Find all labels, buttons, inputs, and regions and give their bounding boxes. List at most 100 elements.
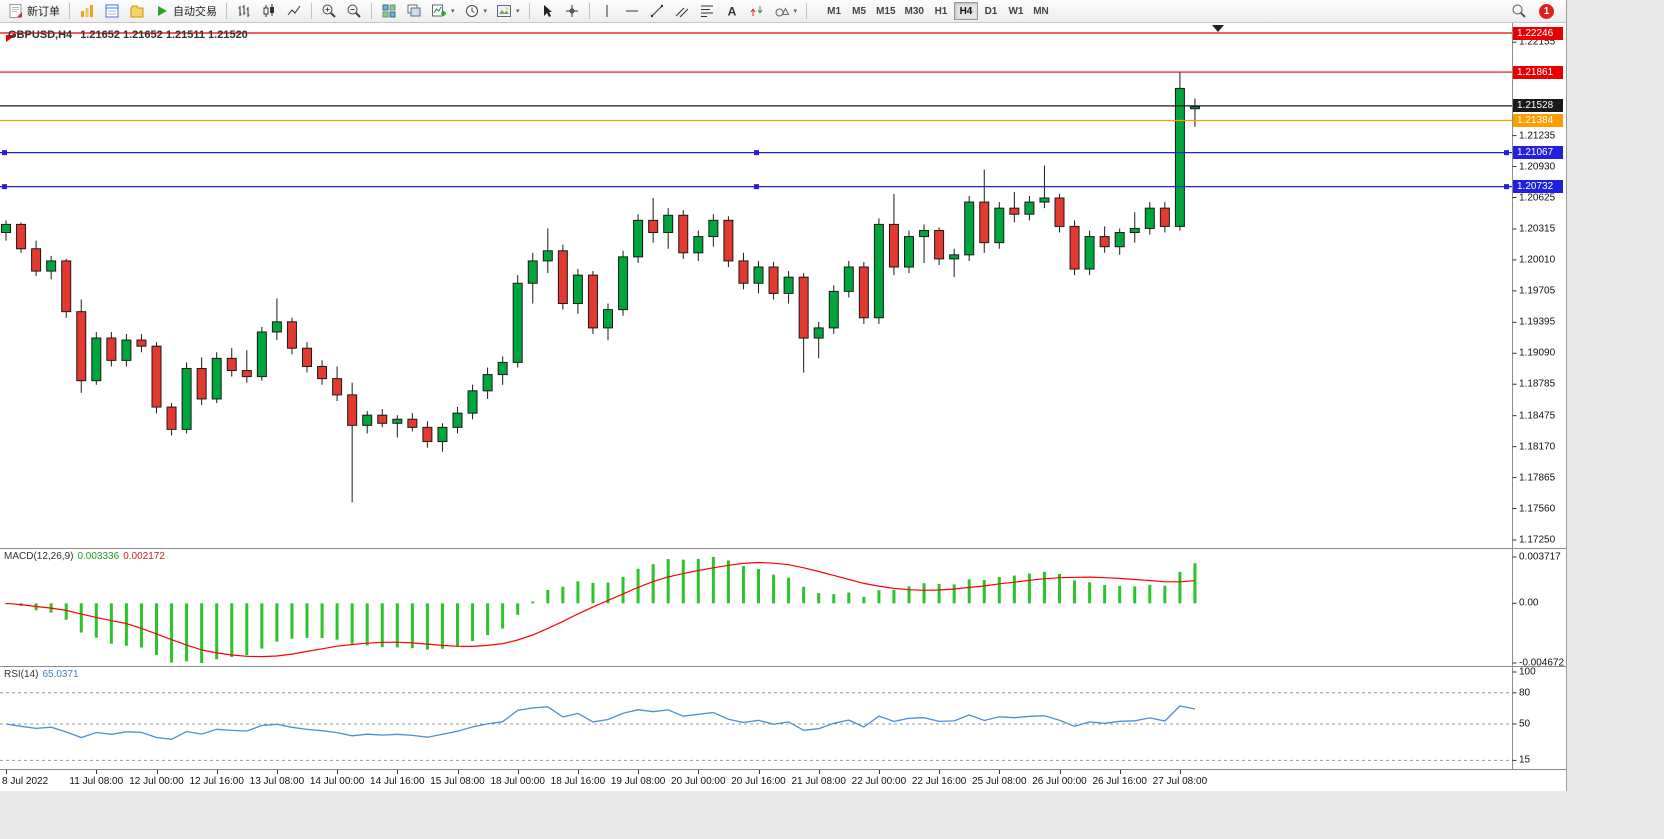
macd-label: MACD(12,26,9) 0.003336 0.002172 (4, 551, 169, 562)
chart-shift-marker-icon[interactable] (1212, 25, 1224, 32)
search-button[interactable] (1507, 1, 1531, 21)
time-axis-tick (457, 770, 459, 774)
data-window-icon (105, 4, 119, 18)
candlestick-mode-button[interactable] (257, 1, 281, 21)
trendline-tool-button[interactable] (645, 1, 669, 21)
horizontal-line-tool-button[interactable] (620, 1, 644, 21)
fibonacci-icon (700, 5, 713, 17)
rsi-line (5, 705, 1196, 740)
data-window-button[interactable] (100, 1, 124, 21)
search-icon (1512, 4, 1526, 18)
chart-title: GBPUSD,H4 1.21652 1.21652 1.21511 1.21520 (8, 29, 248, 41)
time-axis-tick (1119, 770, 1121, 774)
channel-icon (675, 7, 688, 18)
line-handle[interactable] (2, 150, 7, 156)
dropdown-caret-icon: ▾ (516, 8, 520, 15)
timeframe-button-m30[interactable]: M30 (901, 2, 928, 20)
time-axis-label: 12 Jul 16:00 (189, 776, 244, 787)
price-badge-1.21528: 1.21528 (1513, 99, 1563, 113)
line-handle[interactable] (754, 150, 759, 156)
new-order-button[interactable]: 新订单 (4, 1, 64, 21)
dropdown-caret-icon: ▾ (793, 8, 798, 15)
shapes-icon (775, 7, 789, 17)
autotrading-button[interactable]: 自动交易 (150, 1, 221, 21)
macd-axis-max: 0.003717 (1519, 551, 1561, 563)
zoom-in-button[interactable] (317, 1, 341, 21)
timeframe-button-m15[interactable]: M15 (872, 2, 899, 20)
price-axis-label: 1.20010 (1519, 254, 1556, 266)
market-watch-button[interactable] (75, 1, 99, 21)
macd-main-value: 0.003336 (77, 551, 120, 562)
bar-chart-mode-button[interactable] (232, 1, 256, 21)
price-axis-label: 1.20930 (1519, 161, 1556, 173)
navigator-button[interactable] (125, 1, 149, 21)
time-axis-label: 14 Jul 16:00 (370, 776, 425, 787)
new-chart-button[interactable]: ▾ (427, 1, 459, 21)
cascade-windows-icon (407, 4, 421, 17)
templates-button[interactable]: ▾ (492, 1, 524, 21)
time-axis-tick (939, 770, 941, 774)
time-axis-tick (1179, 770, 1181, 774)
channel-tool-button[interactable] (670, 1, 694, 21)
arrows-icon (750, 6, 762, 16)
tile-windows-button[interactable] (377, 1, 401, 21)
time-axis-label: 26 Jul 16:00 (1092, 776, 1147, 787)
timeframe-button-w1[interactable]: W1 (1004, 2, 1028, 20)
price-axis-label: 1.17865 (1519, 472, 1556, 484)
navigator-icon (130, 5, 144, 18)
line-handle[interactable] (754, 184, 759, 190)
toolbar-separator (69, 3, 70, 19)
time-axis[interactable]: 8 Jul 2022 11 Jul 08:00 12 Jul 00:00 12 Jul… (0, 769, 1566, 791)
autotrading-label: 自动交易 (173, 6, 217, 18)
clock-icon (465, 5, 478, 17)
crosshair-tool-button[interactable] (560, 1, 584, 21)
chart-canvas[interactable] (0, 23, 1566, 769)
line-chart-mode-button[interactable] (282, 1, 306, 21)
cursor-tool-button[interactable] (535, 1, 559, 21)
line-handle[interactable] (2, 184, 7, 190)
timeframe-button-h4[interactable]: H4 (953, 2, 978, 20)
macd-axis-min: -0.004672 (1519, 657, 1565, 669)
cascade-windows-button[interactable] (402, 1, 426, 21)
line-handle[interactable] (1504, 184, 1509, 190)
timeframe-button-mn[interactable]: MN (1029, 2, 1053, 20)
vertical-line-icon (606, 5, 608, 17)
timeframe-button-h1[interactable]: H1 (929, 2, 953, 20)
template-image-icon (497, 5, 512, 17)
toolbar-separator (528, 3, 530, 19)
price-axis-label: 1.20315 (1519, 223, 1556, 235)
toolbar-separator (311, 3, 312, 19)
timeframe-button-d1[interactable]: D1 (979, 2, 1003, 20)
periods-button[interactable]: ▾ (460, 1, 492, 21)
time-axis-tick (397, 770, 399, 774)
market-watch-icon (81, 5, 93, 17)
price-axis-label: 1.22155 (1519, 36, 1556, 48)
notification-badge[interactable]: 1 (1539, 3, 1554, 19)
vertical-line-tool-button[interactable] (595, 1, 619, 21)
time-axis-tick (758, 770, 760, 774)
price-axis-label: 1.21235 (1519, 130, 1556, 142)
line-handle[interactable] (1504, 150, 1509, 156)
fibonacci-tool-button[interactable] (695, 1, 719, 21)
shapes-tool-button[interactable]: ▾ (770, 1, 802, 21)
time-axis-tick (96, 770, 98, 774)
timeframe-button-m5[interactable]: M5 (847, 2, 871, 20)
time-axis-label: 14 Jul 00:00 (309, 776, 365, 787)
arrows-tool-button[interactable] (745, 1, 769, 21)
toolbar-separator (588, 3, 590, 19)
timeframe-group: M1 M5 M15 M30 H1 H4 D1 W1 MN (822, 2, 1053, 20)
time-axis-tick (638, 770, 640, 774)
trendline-icon (650, 4, 663, 18)
text-tool-button[interactable]: A (720, 1, 744, 21)
toolbar-separator (226, 3, 227, 19)
time-axis-label: 8 Jul 2022 (2, 776, 49, 787)
timeframe-button-m1[interactable]: M1 (822, 2, 846, 20)
price-badge-1.21067: 1.21067 (1513, 146, 1563, 160)
svg-text:A: A (727, 5, 736, 19)
time-axis-label: 20 Jul 00:00 (671, 776, 726, 787)
chart-area: GBPUSD,H4 1.21652 1.21652 1.21511 1.21520… (0, 23, 1566, 769)
price-axis-label: 1.19395 (1519, 316, 1556, 328)
zoom-out-button[interactable] (342, 1, 366, 21)
macd-signal-value: 0.002172 (123, 551, 165, 562)
dropdown-caret-icon: ▾ (483, 8, 488, 15)
